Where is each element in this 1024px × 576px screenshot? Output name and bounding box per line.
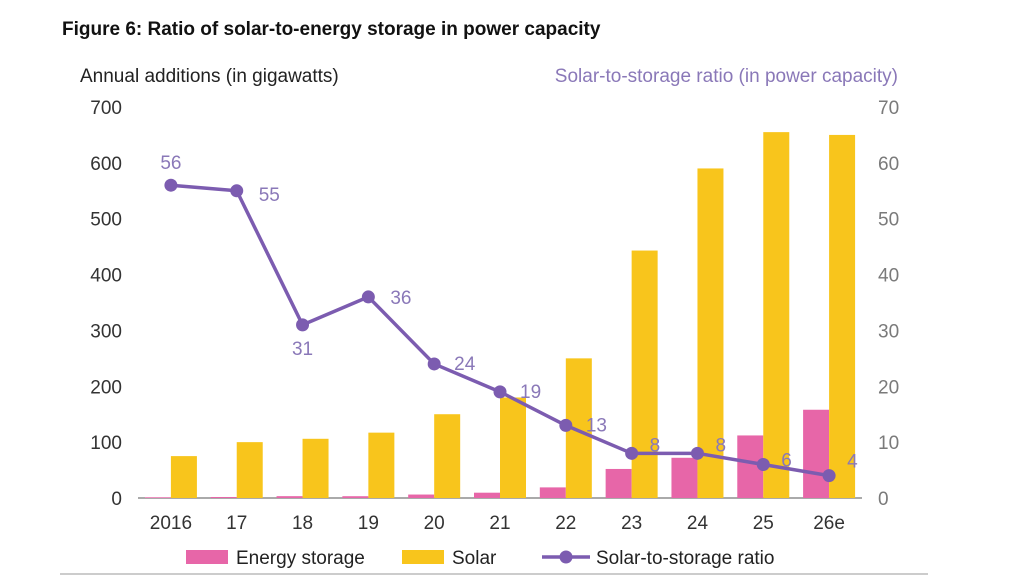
storage-bar xyxy=(342,496,369,498)
ratio-line-series: 56 55 31 36 24 19 13 8 8 6 4 xyxy=(160,153,858,483)
ratio-data-label: 55 xyxy=(259,185,280,206)
x-tick-label: 20 xyxy=(424,513,445,534)
storage-bar xyxy=(474,492,500,498)
left-tick-label: 700 xyxy=(90,98,122,119)
x-tick-label: 26e xyxy=(813,513,845,534)
storage-bar xyxy=(144,497,171,498)
solar-bar xyxy=(368,432,395,498)
x-tick-label: 19 xyxy=(358,513,379,534)
x-tick-label: 23 xyxy=(621,513,642,534)
solar-bar xyxy=(829,134,856,498)
legend-swatch-solar xyxy=(402,550,444,564)
storage-bar xyxy=(210,496,237,498)
storage-bar xyxy=(408,494,435,498)
left-tick-label: 200 xyxy=(90,377,122,398)
left-tick-label: 0 xyxy=(111,489,122,510)
storage-bar xyxy=(539,487,566,498)
right-tick-label: 20 xyxy=(878,377,899,398)
x-tick-label: 17 xyxy=(226,513,247,534)
solar-bar xyxy=(697,168,724,498)
right-tick-label: 0 xyxy=(878,489,889,510)
bar-series xyxy=(144,132,856,498)
right-tick-label: 40 xyxy=(878,266,899,287)
solar-bar xyxy=(170,456,197,498)
storage-bar xyxy=(276,496,303,498)
chart-title: Figure 6: Ratio of solar-to-energy stora… xyxy=(62,19,601,40)
storage-bar xyxy=(803,409,830,498)
ratio-point xyxy=(164,178,178,192)
legend-label-solar: Solar xyxy=(452,548,497,569)
right-tick-label: 10 xyxy=(878,433,899,454)
solar-bar xyxy=(236,442,263,498)
left-tick-label: 500 xyxy=(90,210,122,231)
x-tick-label: 24 xyxy=(687,513,709,534)
solar-bar xyxy=(763,132,790,498)
ratio-point xyxy=(427,357,441,371)
ratio-point xyxy=(822,469,836,483)
ratio-point xyxy=(230,184,244,198)
right-tick-label: 70 xyxy=(878,98,899,119)
left-tick-label: 300 xyxy=(90,321,122,342)
ratio-point xyxy=(361,290,375,304)
legend-swatch-storage xyxy=(186,550,228,564)
ratio-data-label: 24 xyxy=(454,354,476,375)
ratio-data-label: 8 xyxy=(650,435,661,456)
ratio-data-label: 13 xyxy=(586,415,607,436)
x-tick-label: 21 xyxy=(489,513,510,534)
legend: Energy storage Solar Solar-to-storage rati… xyxy=(186,548,774,569)
x-tick-label: 22 xyxy=(555,513,576,534)
solar-bar xyxy=(434,414,461,498)
left-tick-label: 100 xyxy=(90,433,122,454)
ratio-data-label: 6 xyxy=(781,450,792,471)
ratio-data-label: 31 xyxy=(292,339,313,360)
ratio-point xyxy=(690,446,704,460)
legend-label-storage: Energy storage xyxy=(236,548,365,569)
ratio-point xyxy=(559,418,573,432)
ratio-point xyxy=(493,385,507,399)
ratio-point xyxy=(296,318,310,332)
solar-bar xyxy=(631,250,658,498)
left-tick-label: 400 xyxy=(90,266,122,287)
right-tick-label: 60 xyxy=(878,154,899,175)
left-tick-label: 600 xyxy=(90,154,122,175)
x-tick-label: 2016 xyxy=(150,513,192,534)
solar-bar xyxy=(500,397,526,498)
right-axis-title: Solar-to-storage ratio (in power capacit… xyxy=(555,66,898,87)
right-tick-label: 50 xyxy=(878,210,899,231)
ratio-data-label: 4 xyxy=(847,452,858,473)
storage-bar xyxy=(605,468,632,498)
ratio-point xyxy=(756,457,770,471)
solar-bar xyxy=(302,438,329,498)
ratio-data-label: 56 xyxy=(160,153,181,174)
ratio-data-label: 19 xyxy=(520,382,541,403)
right-tick-label: 30 xyxy=(878,321,899,342)
left-axis-ticks: 700 600 500 400 300 200 100 0 xyxy=(90,98,122,510)
x-axis-ticks: 2016 17 18 19 20 21 22 23 24 25 26e xyxy=(150,513,845,534)
storage-bar xyxy=(671,457,698,498)
legend-label-ratio: Solar-to-storage ratio xyxy=(596,548,774,569)
ratio-data-label: 8 xyxy=(715,435,726,456)
ratio-data-label: 36 xyxy=(390,288,411,309)
x-tick-label: 18 xyxy=(292,513,313,534)
right-axis-ticks: 70 60 50 40 30 20 10 0 xyxy=(878,98,899,510)
left-axis-title: Annual additions (in gigawatts) xyxy=(80,66,339,87)
x-tick-label: 25 xyxy=(753,513,774,534)
legend-swatch-ratio-marker xyxy=(559,550,573,564)
ratio-point xyxy=(625,446,639,460)
